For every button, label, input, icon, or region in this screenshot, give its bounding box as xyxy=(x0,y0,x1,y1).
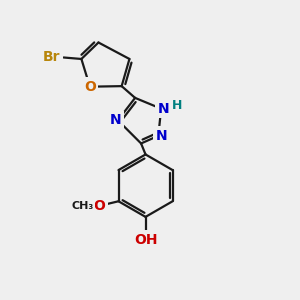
Text: Br: Br xyxy=(43,50,60,64)
Text: N: N xyxy=(155,129,167,143)
Text: CH₃: CH₃ xyxy=(71,201,93,211)
Text: O: O xyxy=(93,199,105,213)
Text: H: H xyxy=(171,99,182,112)
Text: OH: OH xyxy=(134,233,157,247)
Text: O: O xyxy=(84,80,96,94)
Text: N: N xyxy=(158,102,169,116)
Text: N: N xyxy=(110,113,122,127)
Text: methoxy: methoxy xyxy=(85,206,92,207)
